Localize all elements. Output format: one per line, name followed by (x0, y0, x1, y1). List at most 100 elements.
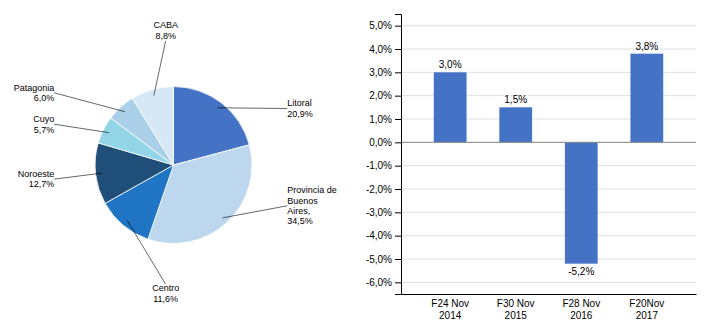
bar (565, 142, 598, 263)
y-tick-mark (395, 282, 401, 283)
y-tick: 0,0% (369, 137, 401, 148)
bar (434, 72, 467, 142)
slice-label-line: Aires, (287, 206, 310, 216)
y-tick: -5,0% (366, 254, 401, 265)
slice-value-label: 20,9% (287, 109, 313, 119)
x-tick-label-line: F20Nov (629, 298, 664, 309)
chart-container: Litoral20,9% Provincia deBuenosAires,34,5… (0, 0, 706, 330)
leader-line (54, 173, 102, 179)
data-label: -5,2% (568, 266, 594, 277)
bar (499, 107, 532, 142)
leader-line (127, 220, 165, 284)
y-tick: -1,0% (366, 160, 401, 171)
x-tick-label-line: F24 Nov (431, 298, 469, 309)
y-tick: -6,0% (366, 277, 401, 288)
x-tick: F30 Nov2015 (497, 298, 535, 321)
x-tick: F24 Nov2014 (431, 298, 469, 321)
x-tick-label-line: 2016 (570, 310, 593, 321)
x-tick-label: F24 Nov2014 (431, 298, 469, 321)
slice-label: Litoral (287, 98, 312, 108)
y-tick-label: -2,0% (366, 184, 392, 195)
slice-label-line: Centro (152, 283, 179, 293)
grid-line (401, 189, 696, 190)
x-tick-label: F20Nov2017 (629, 298, 664, 321)
y-tick: 2,0% (369, 90, 401, 101)
x-tick-label-line: 2017 (636, 310, 659, 321)
y-tick: -4,0% (366, 230, 401, 241)
leader-line (54, 93, 125, 112)
slice-label-line: Buenos (287, 196, 318, 206)
slice-value-label: 6,0% (34, 93, 55, 103)
grid-line (401, 235, 696, 236)
y-tick-label: 0,0% (369, 137, 392, 148)
slice-label: CABA (153, 20, 178, 30)
slice-value-label: 8,8% (155, 31, 176, 41)
y-tick-label: -4,0% (366, 230, 392, 241)
slice-value-label: 5,7% (34, 125, 55, 135)
y-tick-mark (395, 96, 401, 97)
y-tick: -2,0% (366, 184, 401, 195)
chart-svg: Litoral20,9% Provincia deBuenosAires,34,5… (0, 0, 706, 330)
y-axis: -6,0% -5,0% -4,0% -3,0% -2,0% -1,0% 0,0% 1,0% 2,… (366, 15, 402, 295)
leader-line (54, 124, 109, 132)
x-tick-label: F28 Nov2016 (562, 298, 600, 321)
y-tick-mark (395, 189, 401, 190)
grid-line (401, 259, 696, 260)
bar (630, 54, 663, 143)
data-label: 1,5% (504, 94, 527, 105)
x-tick-label: F30 Nov2015 (497, 298, 535, 321)
grid-line (401, 25, 696, 26)
y-tick-mark (395, 166, 401, 167)
grid-line (401, 142, 696, 143)
pie-slice (132, 87, 173, 165)
data-label: 3,8% (635, 41, 658, 52)
zero-line (401, 142, 696, 143)
pie-chart: Litoral20,9% Provincia deBuenosAires,34,5… (14, 20, 337, 303)
data-label: 3,0% (439, 59, 462, 70)
slice-label-line: Litoral (287, 98, 312, 108)
y-tick-label: 4,0% (369, 44, 392, 55)
x-axis-line (402, 294, 697, 295)
y-tick-mark (395, 142, 401, 143)
slice-label: Provincia deBuenosAires, (287, 185, 337, 216)
leader-line (223, 206, 288, 218)
y-tick-mark (395, 259, 401, 260)
bar-chart: -6,0% -5,0% -4,0% -3,0% -2,0% -1,0% 0,0% 1,0% 2,… (366, 15, 697, 321)
pie-labels: Litoral20,9% Provincia deBuenosAires,34,5… (14, 20, 337, 303)
slice-label: Patagonia (14, 83, 55, 93)
leader-line (217, 107, 287, 109)
x-tick-label-line: 2015 (505, 310, 528, 321)
y-tick: 4,0% (369, 44, 401, 55)
slice-value-label: 34,5% (287, 216, 313, 226)
y-tick-mark (395, 72, 401, 73)
slice-label-line: CABA (153, 20, 178, 30)
x-tick-label-line: F30 Nov (497, 298, 535, 309)
x-tick-label-line: F28 Nov (562, 298, 600, 309)
y-tick-label: -5,0% (366, 254, 392, 265)
y-tick: -3,0% (366, 207, 401, 218)
y-tick-mark (395, 236, 401, 237)
slice-label-line: Provincia de (287, 185, 337, 195)
y-tick-label: -1,0% (366, 160, 392, 171)
y-tick-label: -3,0% (366, 207, 392, 218)
slice-value-label: 11,6% (153, 294, 178, 304)
grid (401, 26, 696, 283)
y-tick-label: 1,0% (369, 114, 392, 125)
slice-value-label: 12,7% (29, 179, 55, 189)
slice-label: Noroeste (18, 169, 55, 179)
grid-line (401, 212, 696, 213)
grid-line (401, 165, 696, 166)
x-tick-label-line: 2014 (439, 310, 462, 321)
y-tick-label: 2,0% (369, 90, 392, 101)
slice-label-line: Patagonia (14, 83, 55, 93)
y-tick: 5,0% (369, 20, 401, 31)
slice-label-line: Cuyo (33, 114, 54, 124)
bars (434, 54, 663, 264)
x-axis: F24 Nov2014F30 Nov2015F28 Nov2016F20Nov2… (402, 295, 697, 321)
y-tick-mark (395, 49, 401, 50)
x-tick: F20Nov2017 (629, 298, 664, 321)
data-labels: 3,0% 1,5% -5,2% 3,8% (439, 41, 659, 277)
y-tick: 3,0% (369, 67, 401, 78)
slice-label: Centro (152, 283, 179, 293)
slice-label: Cuyo (33, 114, 54, 124)
